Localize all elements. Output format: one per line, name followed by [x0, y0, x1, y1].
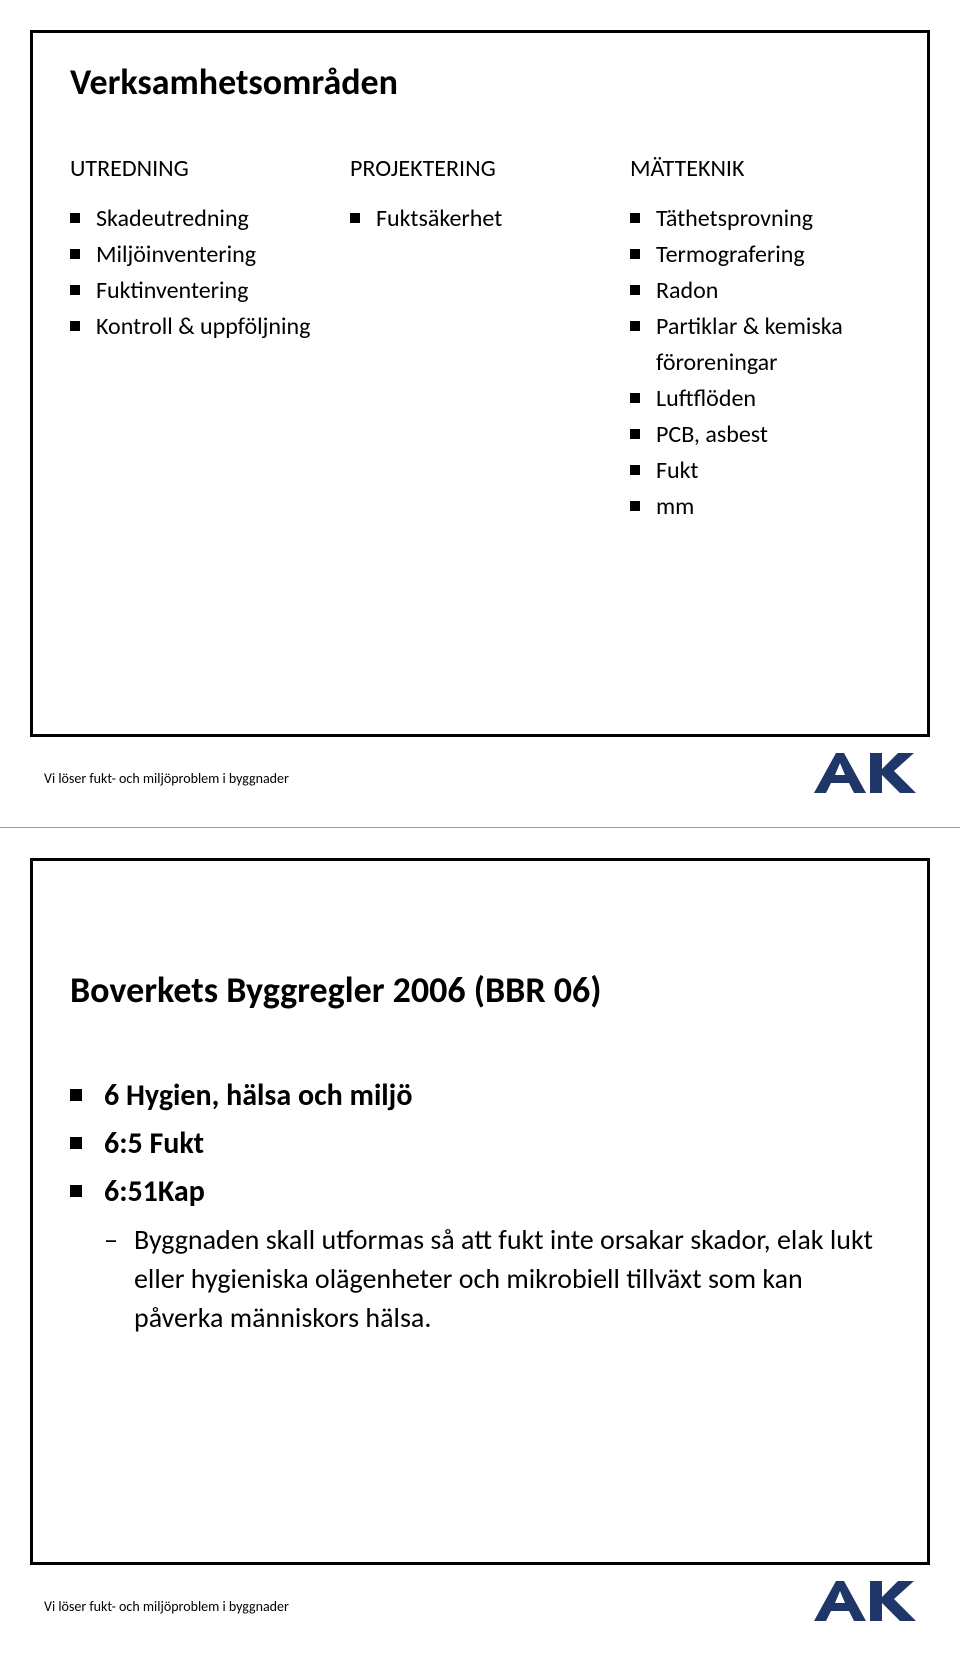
columns-row: UTREDNING Skadeutredning Miljöinventerin…	[70, 154, 890, 525]
column-matteknik: MÄTTEKNIK Täthetsprovning Termografering…	[630, 154, 890, 525]
slide-title: Verksamhetsområden	[70, 60, 890, 104]
list-item: Luftflöden	[630, 381, 890, 417]
list-item: Täthetsprovning	[630, 201, 890, 237]
logo-icon	[806, 1577, 916, 1625]
column-heading: UTREDNING	[70, 154, 330, 183]
slide-title: Boverkets Byggregler 2006 (BBR 06)	[70, 968, 890, 1012]
column-utredning: UTREDNING Skadeutredning Miljöinventerin…	[70, 154, 330, 525]
list-item: 6 Hygien, hälsa och miljö	[70, 1072, 890, 1120]
list-item: Radon	[630, 273, 890, 309]
list-item: Fuktsäkerhet	[350, 201, 610, 237]
body-list: 6 Hygien, hälsa och miljö 6:5 Fukt 6:51K…	[70, 1072, 890, 1338]
list-item: Termografering	[630, 237, 890, 273]
list-item: 6:51Kap Byggnaden skall utformas så att …	[70, 1168, 890, 1338]
column-list: Skadeutredning Miljöinventering Fuktinve…	[70, 201, 330, 345]
list-item: Fuktinventering	[70, 273, 330, 309]
sub-list-item: Byggnaden skall utformas så att fukt int…	[104, 1220, 890, 1338]
list-item: Miljöinventering	[70, 237, 330, 273]
sub-list: Byggnaden skall utformas så att fukt int…	[104, 1220, 890, 1338]
column-heading: PROJEKTERING	[350, 154, 610, 183]
footer-text: Vi löser fukt- och miljöproblem i byggna…	[44, 770, 289, 787]
list-item: Partiklar & kemiska föroreningar	[630, 309, 890, 381]
footer-text: Vi löser fukt- och miljöproblem i byggna…	[44, 1598, 289, 1615]
list-item: 6:5 Fukt	[70, 1120, 890, 1168]
slide-2: Boverkets Byggregler 2006 (BBR 06) 6 Hyg…	[0, 828, 960, 1655]
column-list: Fuktsäkerhet	[350, 201, 610, 237]
column-projektering: PROJEKTERING Fuktsäkerhet	[350, 154, 610, 525]
slide-content: Boverkets Byggregler 2006 (BBR 06) 6 Hyg…	[70, 968, 890, 1338]
slide-content: Verksamhetsområden UTREDNING Skadeutredn…	[70, 60, 890, 525]
list-item: Skadeutredning	[70, 201, 330, 237]
list-item: Kontroll & uppföljning	[70, 309, 330, 345]
list-item: mm	[630, 489, 890, 525]
column-heading: MÄTTEKNIK	[630, 154, 890, 183]
list-item: PCB, asbest	[630, 417, 890, 453]
logo-icon	[806, 749, 916, 797]
list-item: Fukt	[630, 453, 890, 489]
list-item-label: 6:51Kap	[104, 1173, 205, 1210]
column-list: Täthetsprovning Termografering Radon Par…	[630, 201, 890, 525]
slide-1: Verksamhetsområden UTREDNING Skadeutredn…	[0, 0, 960, 827]
